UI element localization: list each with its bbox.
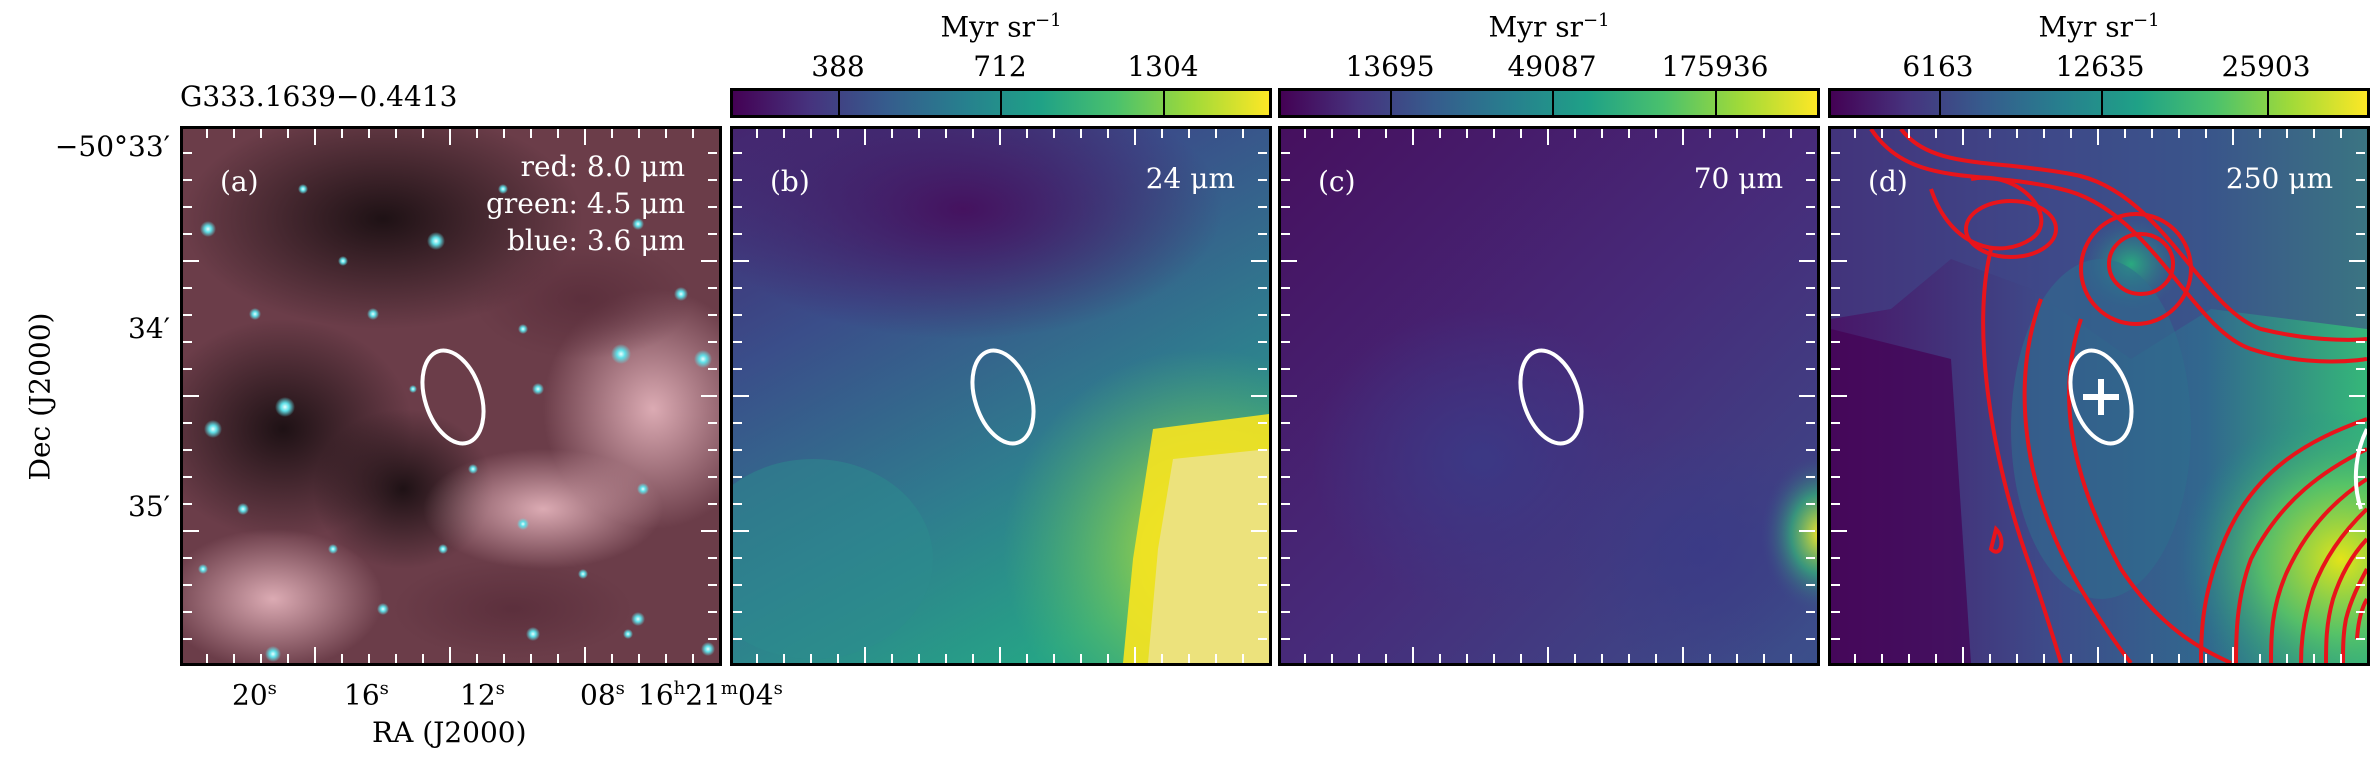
- colorbar-tick-label: 388: [811, 50, 865, 83]
- source-cross-marker: [2083, 379, 2119, 415]
- 70um-map: [1281, 129, 1817, 663]
- panel-b-24um-map: [730, 126, 1272, 666]
- x-tick-label: 20s: [232, 678, 277, 712]
- panel-c-label: (c): [1318, 165, 1356, 198]
- colorbar-tick-label: 25903: [2221, 50, 2311, 83]
- aperture-ellipse: [970, 348, 1036, 446]
- colorbar-unit: Myr sr−1: [2038, 10, 2160, 44]
- wavelength-label: 70 μm: [1693, 162, 1783, 195]
- band-annotation: red: 8.0 μm: [520, 150, 685, 183]
- aperture-ellipse: [1518, 348, 1584, 446]
- aperture-ellipse: [2068, 348, 2134, 446]
- rgb-map: [183, 129, 719, 663]
- colorbar-tick: [1390, 91, 1392, 115]
- colorbar-unit: Myr sr−1: [940, 10, 1062, 44]
- colorbar-tick: [1163, 91, 1165, 115]
- x-tick-label: 08s: [580, 678, 625, 712]
- colorbar-tick-label: 13695: [1345, 50, 1435, 83]
- x-tick-label: 16h21m04s: [638, 678, 783, 712]
- panel-b-label: (b): [770, 165, 810, 198]
- x-axis-label: RA (J2000): [372, 716, 527, 749]
- colorbar-tick-label: 49087: [1507, 50, 1597, 83]
- source-name: G333.1639−0.4413: [180, 80, 458, 113]
- wavelength-label: 250 μm: [2225, 162, 2333, 195]
- y-tick-label: 35′: [128, 490, 170, 523]
- 250um-map: [1831, 129, 2367, 663]
- contours-870um: [1869, 129, 2367, 663]
- 24um-map: [733, 129, 1269, 663]
- colorbar-70um: [1278, 88, 1820, 118]
- y-tick-label: −50°33′: [54, 130, 170, 163]
- panel-a-label: (a): [220, 165, 259, 198]
- saturated-region: [1148, 449, 1269, 663]
- bright-source: [1761, 454, 1817, 614]
- colorbar-unit: Myr sr−1: [1488, 10, 1610, 44]
- colorbar-tick: [2101, 91, 2103, 115]
- colorbar-tick: [1715, 91, 1717, 115]
- colorbar-tick-label: 175936: [1661, 50, 1769, 83]
- panel-d-250um-map: [1828, 126, 2370, 666]
- colorbar-24um: [730, 88, 1272, 118]
- panel-c-70um-map: [1278, 126, 1820, 666]
- x-tick-label: 16s: [344, 678, 389, 712]
- panel-a-rgb-image: [180, 126, 722, 666]
- star-field: [198, 184, 715, 662]
- wavelength-label: 24 μm: [1145, 162, 1235, 195]
- colorbar-tick: [2267, 91, 2269, 115]
- x-tick-label: 12s: [460, 678, 505, 712]
- colorbar-tick: [1000, 91, 1002, 115]
- colorbar-tick: [838, 91, 840, 115]
- y-tick-label: 34′: [128, 312, 170, 345]
- colorbar-tick: [1939, 91, 1941, 115]
- band-annotation: green: 4.5 μm: [486, 187, 685, 220]
- colorbar-tick: [1552, 91, 1554, 115]
- colorbar-tick-label: 12635: [2055, 50, 2145, 83]
- panel-d-label: (d): [1868, 165, 1908, 198]
- colorbar-tick-label: 6163: [1902, 50, 1974, 83]
- colorbar-tick-label: 712: [973, 50, 1027, 83]
- band-annotation: blue: 3.6 μm: [507, 224, 685, 257]
- aperture-ellipse: [420, 348, 486, 446]
- colorbar-tick-label: 1304: [1127, 50, 1199, 83]
- colorbar-250um: [1828, 88, 2370, 118]
